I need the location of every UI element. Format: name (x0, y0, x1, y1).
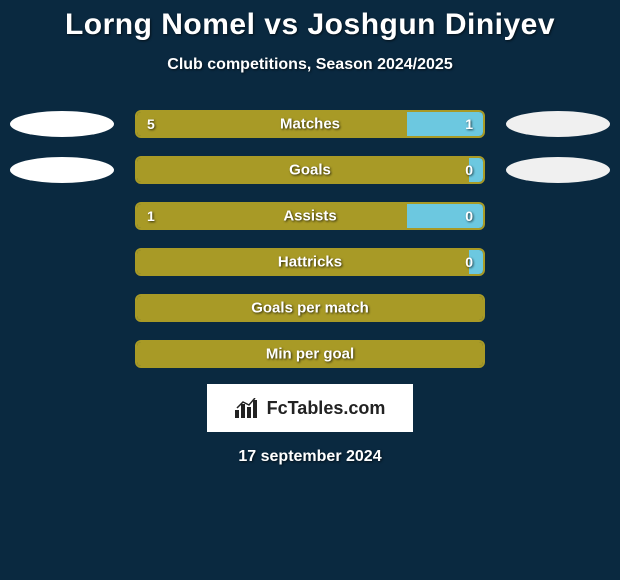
stat-label: Min per goal (266, 346, 354, 363)
bar-segment-player1 (137, 112, 407, 136)
stat-row: Min per goal (0, 340, 620, 368)
player1-oval (10, 157, 114, 183)
stat-bar: Hattricks 0 (135, 248, 485, 276)
stat-row: Goals per match (0, 294, 620, 322)
infographic-container: Lorng Nomel vs Joshgun Diniyev Club comp… (0, 0, 620, 466)
stat-label: Hattricks (278, 254, 342, 271)
player1-value: 5 (147, 116, 155, 132)
stat-label: Goals per match (251, 300, 369, 317)
bar-chart-icon (235, 398, 261, 418)
stat-bar: Assists 1 0 (135, 202, 485, 230)
stat-rows: Matches51Goals0Assists10Hattricks0Goals … (0, 110, 620, 368)
bar-segment-player1 (137, 204, 407, 228)
date-text: 17 september 2024 (238, 448, 381, 466)
player2-value: 0 (465, 162, 473, 178)
stat-row: Matches 5 1 (0, 110, 620, 138)
logo-text: FcTables.com (267, 398, 386, 419)
player1-name: Lorng Nomel (65, 8, 256, 41)
player1-oval (10, 111, 114, 137)
player2-value: 1 (465, 116, 473, 132)
player2-oval (506, 111, 610, 137)
subtitle: Club competitions, Season 2024/2025 (167, 56, 452, 74)
vs-separator: vs (264, 8, 298, 41)
player2-value: 0 (465, 254, 473, 270)
stat-row: Assists 1 0 (0, 202, 620, 230)
stat-label: Matches (280, 116, 340, 133)
logo-box: FcTables.com (207, 384, 413, 432)
stat-row: Goals 0 (0, 156, 620, 184)
player2-name: Joshgun Diniyev (308, 8, 556, 41)
stat-bar: Goals per match (135, 294, 485, 322)
stat-bar: Goals 0 (135, 156, 485, 184)
stat-label: Assists (283, 208, 336, 225)
player2-value: 0 (465, 208, 473, 224)
stat-label: Goals (289, 162, 331, 179)
player2-oval (506, 157, 610, 183)
stat-bar: Matches 5 1 (135, 110, 485, 138)
player1-value: 1 (147, 208, 155, 224)
comparison-title: Lorng Nomel vs Joshgun Diniyev (65, 8, 555, 42)
stat-bar: Min per goal (135, 340, 485, 368)
stat-row: Hattricks 0 (0, 248, 620, 276)
